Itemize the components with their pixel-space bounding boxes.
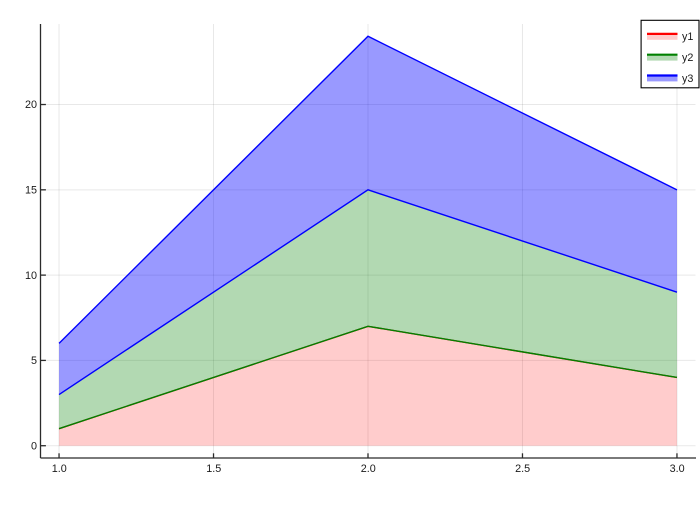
svg-text:10: 10	[25, 270, 37, 282]
svg-text:0: 0	[31, 440, 37, 452]
svg-text:3.0: 3.0	[670, 463, 685, 475]
svg-text:1.0: 1.0	[52, 463, 67, 475]
svg-text:2.5: 2.5	[515, 463, 530, 475]
svg-text:y1: y1	[682, 31, 693, 43]
svg-text:y3: y3	[682, 73, 693, 85]
svg-text:5: 5	[31, 355, 37, 367]
svg-text:20: 20	[25, 99, 37, 111]
svg-text:15: 15	[25, 185, 37, 197]
svg-text:2.0: 2.0	[361, 463, 376, 475]
svg-text:1.5: 1.5	[206, 463, 221, 475]
svg-text:y2: y2	[682, 52, 693, 64]
